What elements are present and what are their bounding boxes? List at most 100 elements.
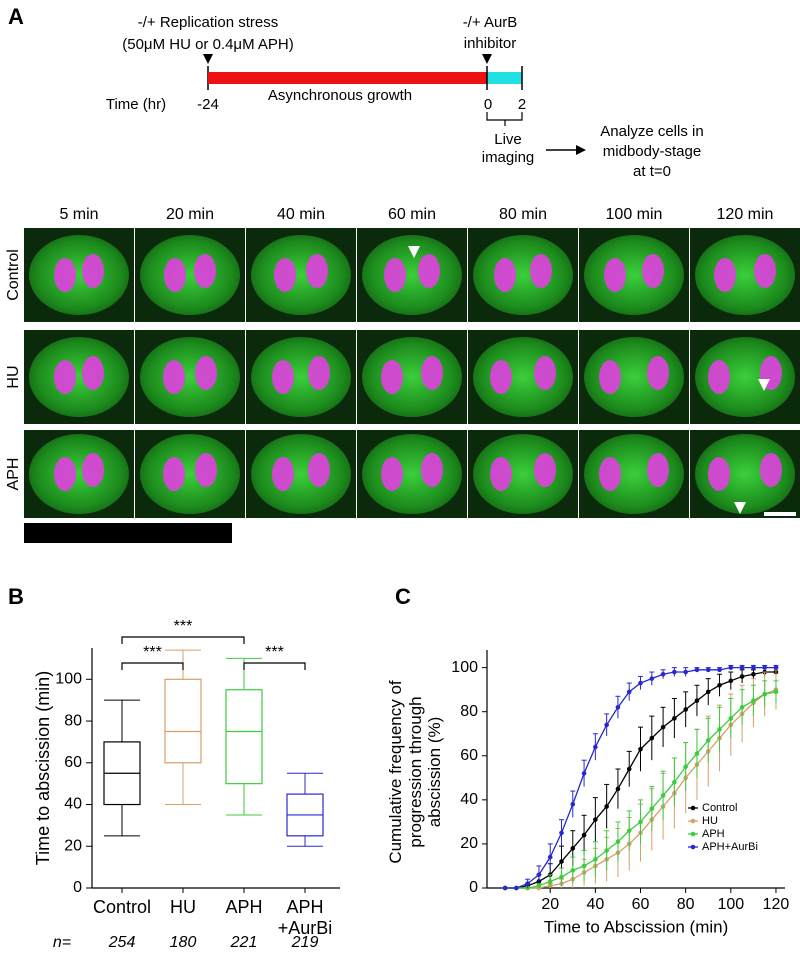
legend-label: H2B-mCherry xyxy=(116,525,201,540)
y-tick-label: 60 xyxy=(460,747,478,764)
cell xyxy=(29,235,129,315)
n-value: 180 xyxy=(170,934,197,951)
nucleus xyxy=(754,254,776,288)
legend-marker xyxy=(690,844,696,850)
x-tick-label: HU xyxy=(170,897,196,917)
nucleus xyxy=(418,254,440,288)
nucleus xyxy=(54,360,76,394)
cell xyxy=(140,235,240,315)
significance-bracket xyxy=(243,662,306,670)
data-point xyxy=(694,698,700,703)
nucleus xyxy=(308,453,330,487)
data-point xyxy=(728,716,734,721)
data-point xyxy=(773,665,779,670)
nucleus xyxy=(274,258,296,292)
y-tick-label: 40 xyxy=(64,796,82,813)
y-axis-label: Time to abscission (min) xyxy=(33,671,53,865)
data-point xyxy=(672,669,677,675)
arrowhead xyxy=(734,502,746,514)
nucleus xyxy=(54,258,76,292)
data-point xyxy=(604,722,609,728)
data-point xyxy=(773,689,779,695)
data-point xyxy=(717,682,722,688)
arrowhead xyxy=(758,379,770,391)
y-tick-label: 40 xyxy=(460,791,478,808)
data-point xyxy=(728,678,734,684)
y-tick-label: 0 xyxy=(469,879,478,896)
nucleus xyxy=(164,258,186,292)
data-point xyxy=(559,830,564,836)
nucleus xyxy=(163,360,185,394)
nucleus xyxy=(195,356,217,390)
arrowhead xyxy=(576,145,586,155)
data-point xyxy=(570,801,576,807)
timepoint-label: 120 min xyxy=(717,206,774,223)
bar-label: Asynchronous growth xyxy=(268,87,412,104)
stress-detail: (50μM HU or 0.4μM APH) xyxy=(122,36,294,53)
nucleus xyxy=(708,457,730,491)
time-label: Time (hr) xyxy=(106,96,166,113)
nucleus xyxy=(647,453,669,487)
time-point: -24 xyxy=(197,96,219,113)
data-point xyxy=(615,839,621,845)
legend-marker xyxy=(690,818,696,824)
live-label: imaging xyxy=(482,149,535,166)
cell xyxy=(29,337,129,417)
cell xyxy=(362,337,462,417)
row-label: Control xyxy=(5,249,22,301)
data-point xyxy=(717,727,722,732)
y-axis-label: Cumulative frequency of progression thro… xyxy=(386,680,445,864)
nucleus xyxy=(381,360,403,394)
data-point xyxy=(694,667,700,673)
timepoint-label: 100 min xyxy=(606,206,663,223)
nucleus xyxy=(642,254,664,288)
x-tick-label: 20 xyxy=(541,896,559,913)
nucleus xyxy=(530,254,552,288)
nucleus xyxy=(604,258,626,292)
data-point xyxy=(502,885,508,891)
cell xyxy=(473,434,573,514)
data-point xyxy=(604,804,609,809)
y-tick-label: 20 xyxy=(64,837,82,854)
arrowhead xyxy=(482,54,492,64)
data-point xyxy=(751,698,756,703)
cell xyxy=(251,235,351,315)
live-label: Live xyxy=(494,131,522,148)
nucleus xyxy=(381,457,403,491)
data-point xyxy=(581,771,587,776)
x-tick-label: 100 xyxy=(717,896,744,913)
n-value: 219 xyxy=(291,934,319,951)
data-point xyxy=(536,883,542,889)
data-point xyxy=(705,689,711,695)
nucleus xyxy=(163,457,185,491)
y-tick-label: 80 xyxy=(64,712,82,729)
cell xyxy=(29,434,129,514)
data-point xyxy=(683,707,688,712)
cell xyxy=(251,434,351,514)
cell xyxy=(473,337,573,417)
n-label: n= xyxy=(53,934,71,951)
nucleus xyxy=(490,457,512,491)
data-point xyxy=(581,863,587,869)
legend-label: HU xyxy=(702,815,718,827)
n-value: 221 xyxy=(230,934,258,951)
legend-label: Control xyxy=(702,802,737,814)
nucleus xyxy=(490,360,512,394)
data-point xyxy=(739,704,745,710)
nucleus xyxy=(272,457,294,491)
data-point xyxy=(751,671,756,677)
data-point xyxy=(615,704,621,710)
data-point xyxy=(593,817,598,822)
cell xyxy=(140,434,240,514)
nucleus xyxy=(421,356,443,390)
cell xyxy=(473,235,573,315)
data-point xyxy=(514,885,519,891)
legend-label: GFP-tubulin xyxy=(28,525,102,540)
y-tick-label: 60 xyxy=(64,754,82,771)
legend-marker xyxy=(690,805,696,811)
nucleus xyxy=(384,258,406,292)
data-point xyxy=(649,676,655,681)
data-point xyxy=(717,667,722,673)
x-axis-label: Time to Abscission (min) xyxy=(544,917,729,936)
